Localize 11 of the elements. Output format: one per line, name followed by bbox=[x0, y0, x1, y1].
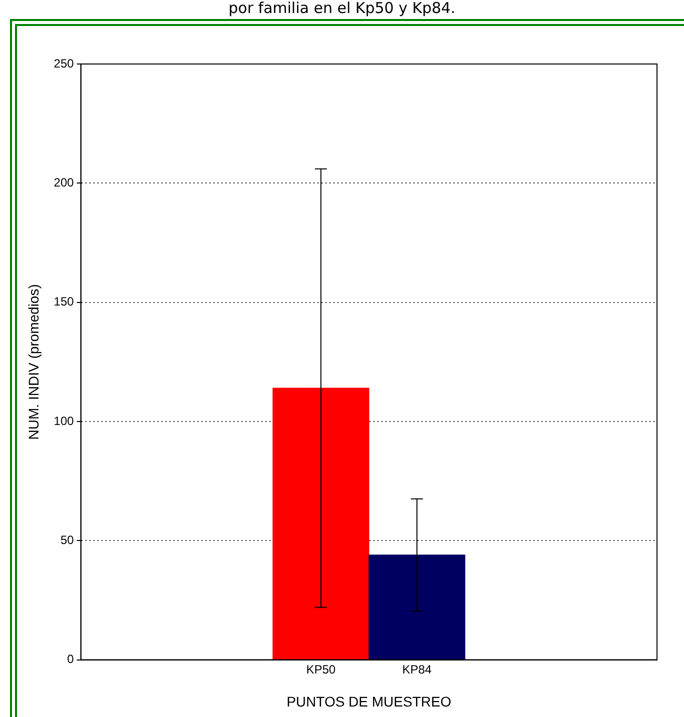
x-axis-title: PUNTOS DE MUESTREO bbox=[286, 693, 452, 710]
y-tick-label: 250 bbox=[54, 56, 74, 70]
x-tick-label: KP50 bbox=[306, 662, 336, 676]
y-tick-label: 50 bbox=[60, 532, 74, 547]
y-axis-title: NUM. INDIV (promedios) bbox=[25, 284, 42, 440]
y-tick-label: 200 bbox=[54, 175, 74, 190]
y-tick-label: 150 bbox=[54, 294, 74, 309]
y-tick-label: 100 bbox=[54, 414, 74, 428]
x-tick-label: KP84 bbox=[402, 662, 432, 676]
chart-title: por familia en el Kp50 y Kp84. bbox=[228, 0, 456, 17]
y-tick-label: 0 bbox=[67, 652, 74, 666]
